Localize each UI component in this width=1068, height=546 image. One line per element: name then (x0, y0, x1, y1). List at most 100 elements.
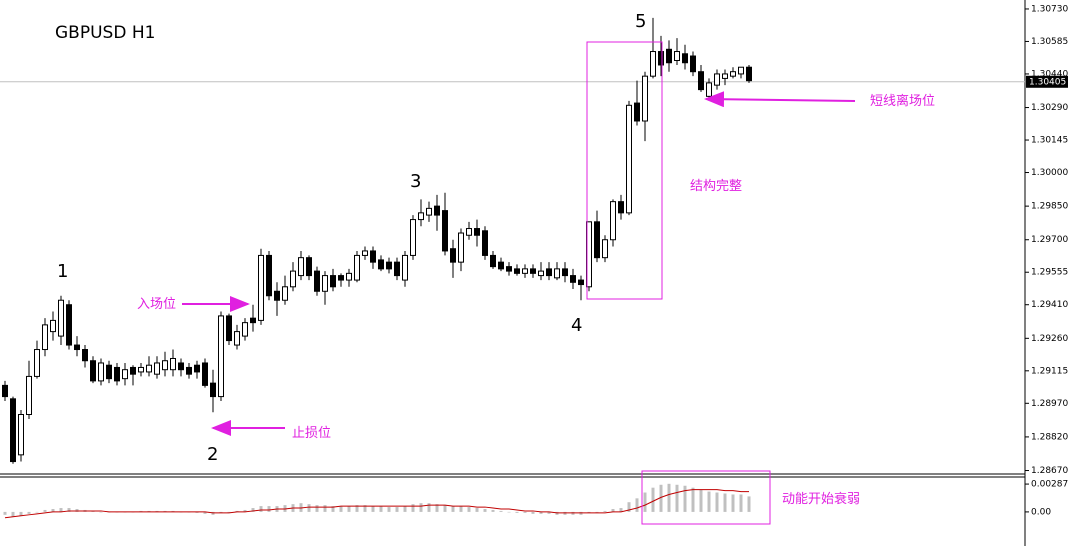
histogram-bar (403, 506, 407, 512)
candle-body (170, 357, 176, 371)
histogram-bar (515, 511, 519, 513)
highlight-box (586, 41, 663, 300)
histogram-bar (59, 508, 63, 512)
histogram-bar (3, 511, 7, 515)
histogram-bar (659, 484, 663, 512)
histogram-bar (203, 511, 207, 514)
candle-body (314, 270, 320, 292)
histogram-bar (427, 503, 431, 512)
signal-line (4, 489, 749, 519)
candle-body (362, 250, 368, 256)
histogram-bar (451, 506, 455, 512)
annotation: 结构完整 (690, 179, 742, 194)
candle-body (418, 212, 424, 221)
histogram-bar (371, 506, 375, 512)
annotation: 动能开始衰弱 (782, 491, 860, 507)
candle-body (682, 53, 688, 64)
y-tick-label: 1.30730 (1031, 4, 1068, 14)
y-tick-label: 1.29115 (1031, 366, 1068, 376)
y-tick-label: 1.30000 (1031, 168, 1068, 178)
candle-body (434, 205, 440, 216)
candle-body (666, 48, 672, 64)
candle-body (674, 51, 680, 61)
histogram-bar (99, 511, 103, 513)
candle-body (706, 82, 712, 97)
histogram-bar (699, 489, 703, 512)
candle-body (258, 254, 264, 321)
candle-body (98, 362, 104, 382)
candle-body (546, 268, 552, 277)
candle-body (306, 257, 312, 277)
candle-body (474, 228, 480, 236)
y-tick-label: 1.30585 (1031, 37, 1068, 47)
candle-body (122, 369, 128, 380)
histogram-bar (435, 504, 439, 512)
candle-body (442, 210, 448, 252)
histogram-bar (27, 511, 31, 514)
histogram-bar (667, 483, 671, 512)
candle-body (490, 254, 496, 268)
candle-body (242, 322, 248, 337)
histogram-bar (539, 511, 543, 514)
candle-body (50, 319, 56, 333)
candle-body (154, 362, 160, 375)
histogram-bar (611, 509, 615, 512)
candle-body (634, 102, 640, 122)
histogram-bar (355, 505, 359, 512)
y-tick-label: 1.28820 (1031, 432, 1068, 442)
candle-body (394, 261, 400, 277)
histogram-bar (619, 508, 623, 512)
wave-label: 1 (57, 261, 68, 282)
histogram-bar (715, 492, 719, 512)
y-tick-label: 1.30145 (1031, 136, 1068, 146)
candle-body (610, 201, 616, 241)
histogram-bar (35, 511, 39, 513)
candle-body (522, 268, 528, 274)
candle-body (562, 268, 568, 277)
current-price-label: 1.30405 (1029, 77, 1066, 87)
histogram-bar (43, 509, 47, 512)
y-tick-label: 1.28670 (1031, 466, 1068, 476)
histogram-bar (395, 507, 399, 512)
histogram-bar (347, 506, 351, 512)
histogram-bar (739, 494, 743, 512)
current-price-box (1026, 75, 1068, 88)
candle-body (618, 201, 624, 214)
candle-body (578, 279, 584, 286)
histogram-bar (547, 511, 551, 514)
candle-body (722, 73, 728, 79)
histogram-bar (643, 492, 647, 512)
candle-body (538, 270, 544, 277)
histogram-bar (723, 493, 727, 512)
y-tick-label: 1.29260 (1031, 334, 1068, 344)
candle-body (26, 375, 32, 416)
candle-body (74, 344, 80, 351)
candle-body (66, 304, 72, 346)
histogram-bar (483, 509, 487, 512)
y-tick-label: 1.30440 (1031, 69, 1068, 79)
histogram-bar (19, 511, 23, 516)
candle-body (162, 360, 168, 371)
candle-body (90, 360, 96, 382)
candle-body (58, 299, 64, 337)
candle-body (274, 290, 280, 301)
candle-body (530, 268, 536, 274)
histogram-bar (363, 505, 367, 512)
histogram-bar (683, 485, 687, 512)
candle-body (386, 261, 392, 270)
histogram-bar (747, 496, 751, 512)
histogram-bar (339, 506, 343, 512)
y-tick-label: 1.29700 (1031, 235, 1068, 245)
candle-body (378, 259, 384, 270)
candle-body (338, 275, 344, 281)
wave-label: 3 (410, 171, 421, 192)
histogram-bar (499, 510, 503, 512)
histogram-bar (331, 506, 335, 512)
candle-body (218, 315, 224, 398)
candle-body (498, 261, 504, 270)
candle-body (130, 366, 136, 375)
histogram-bar (635, 498, 639, 512)
candle-body (42, 324, 48, 351)
wave-label: 5 (635, 11, 646, 32)
annotation: 入场位 (137, 297, 176, 312)
